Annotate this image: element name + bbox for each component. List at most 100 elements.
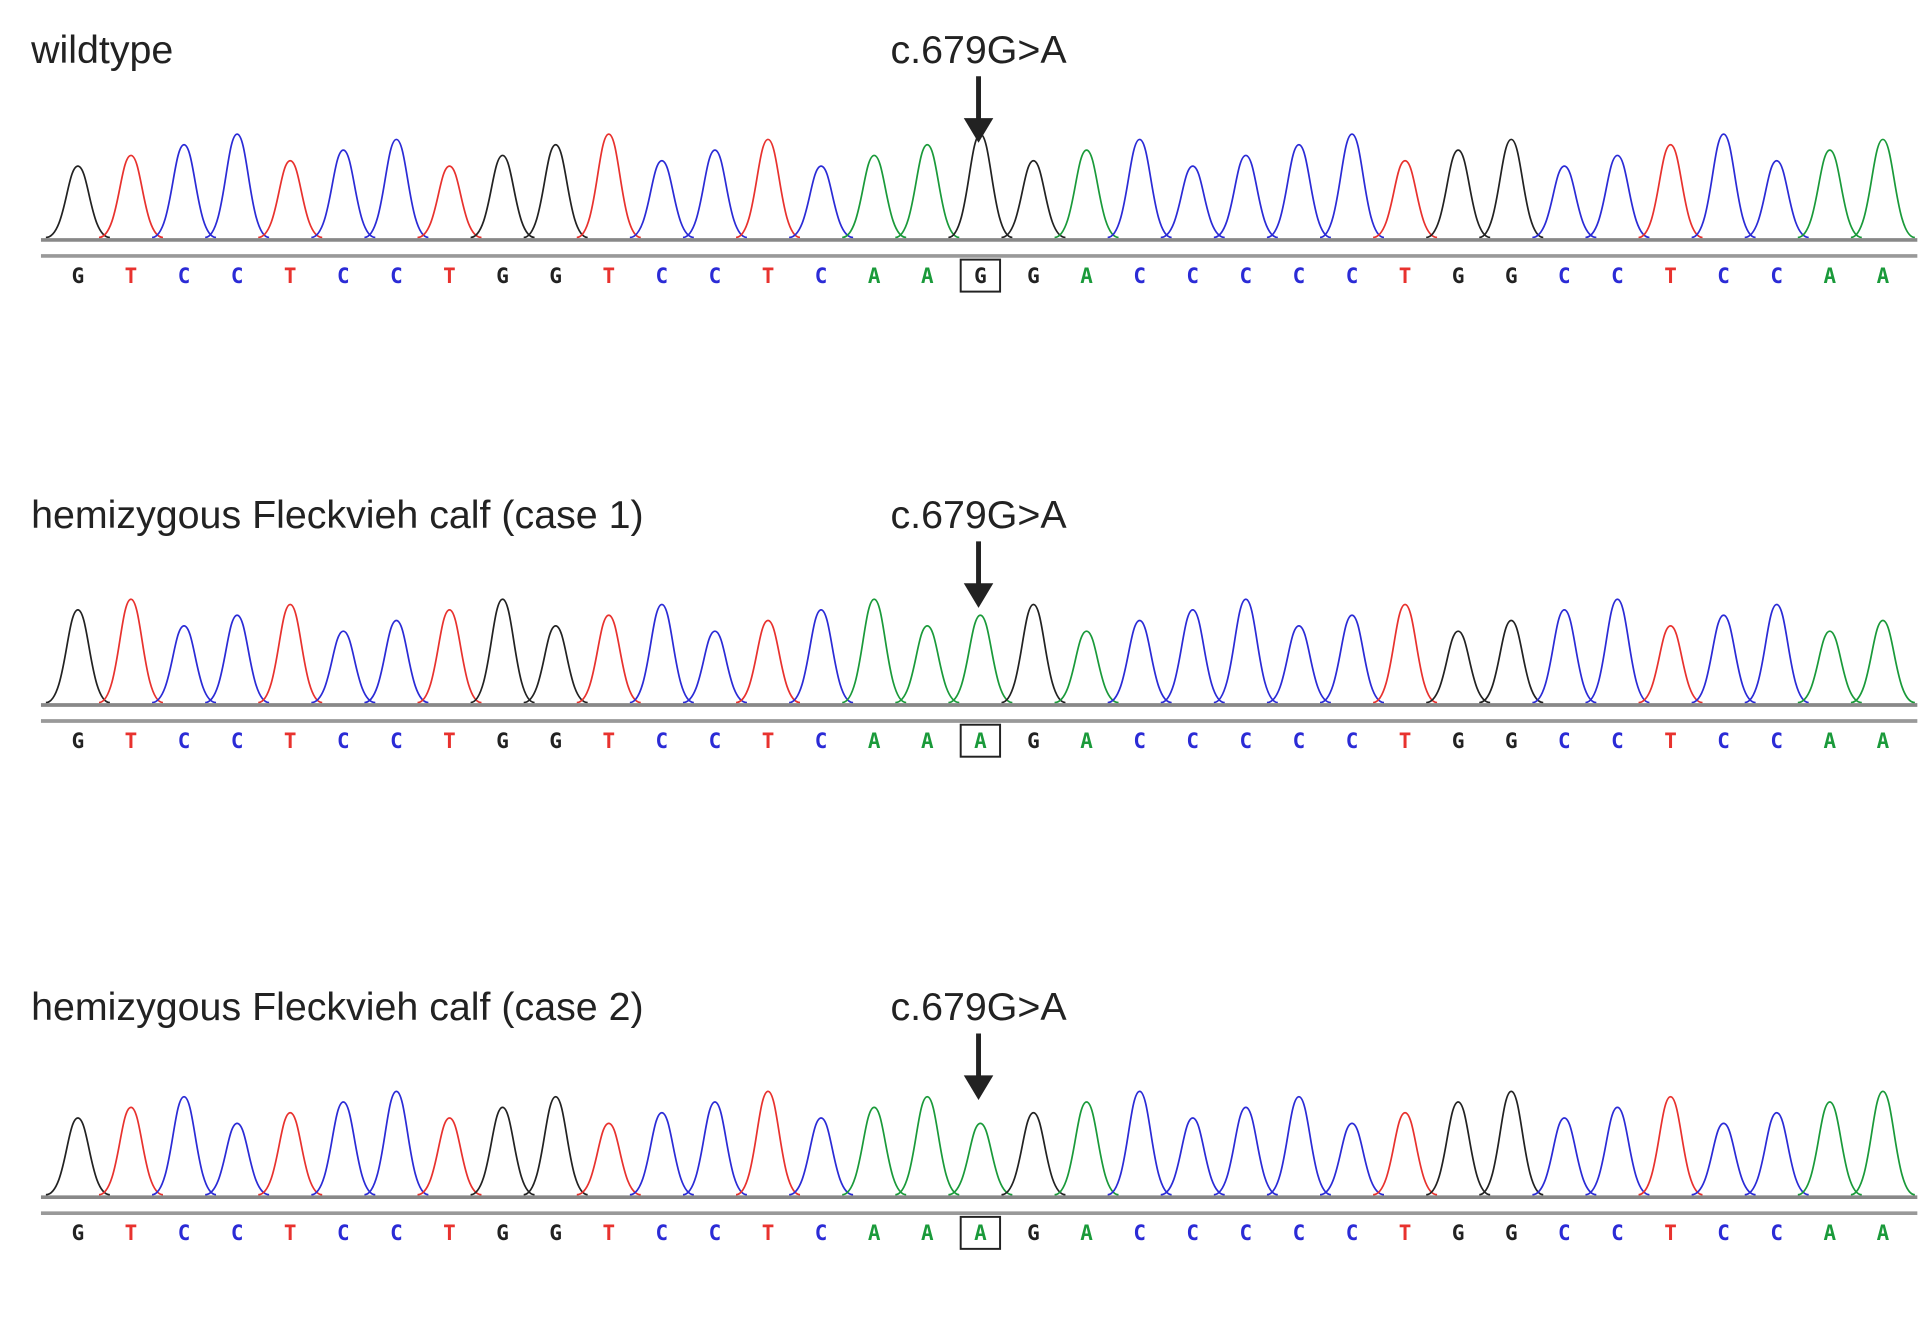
trace-peak [1266,625,1332,704]
trace-peak [735,619,801,704]
trace-peak [1797,1101,1863,1196]
trace-peak [364,1090,429,1196]
trace-peak [895,143,960,239]
trace-peak [788,165,854,239]
base-call: G [1452,729,1465,753]
trace-peak [1213,1106,1279,1196]
trace-peak [1266,1095,1332,1196]
trace-peak [151,625,217,704]
trace-peak [45,1117,111,1196]
base-call: C [1770,1221,1783,1245]
base-call: T [125,264,138,288]
base-call: G [1505,729,1518,753]
trace-peak [1797,149,1863,239]
base-call: C [1186,1221,1199,1245]
base-call: C [1293,264,1306,288]
base-call: T [1664,264,1677,288]
trace-peak [311,1101,376,1196]
base-call: C [231,729,244,753]
base-call: C [1240,1221,1253,1245]
base-call: C [1611,729,1624,753]
base-call: A [1877,1221,1890,1245]
trace-peak [948,614,1013,704]
trace-peak [576,133,642,239]
base-call: G [496,1221,509,1245]
trace-peak [257,1111,323,1196]
base-call: G [1505,264,1518,288]
trace-peak [1744,603,1809,704]
base-call: C [1558,264,1571,288]
base-call: T [443,1221,456,1245]
base-call: T [1399,729,1412,753]
base-call: G [496,729,509,753]
base-call: T [1399,264,1412,288]
trace-peak [788,609,854,704]
trace-peak [1425,630,1491,704]
base-call: A [1824,729,1837,753]
trace-peak [948,133,1013,239]
trace-peak [735,138,801,239]
base-call: A [1080,264,1093,288]
base-call: C [1133,264,1146,288]
trace-peak [1478,1090,1544,1196]
base-call: G [1027,264,1040,288]
trace-peak [1638,143,1703,239]
base-call: A [974,729,987,753]
trace-peak [1054,149,1119,239]
base-call: T [125,1221,138,1245]
base-call: G [496,264,509,288]
base-call: C [231,264,244,288]
trace-peak [629,159,695,239]
base-call: C [1611,1221,1624,1245]
trace-peak [1479,619,1544,704]
base-call: C [390,1221,403,1245]
trace-peak [364,619,429,704]
base-call: C [1558,729,1571,753]
arrow-head [963,118,994,143]
base-call: T [284,1221,297,1245]
base-call: G [549,1221,562,1245]
trace-peak [1160,609,1225,704]
trace-peak [1266,143,1332,239]
trace-peak [1532,165,1597,239]
base-call: C [1186,264,1199,288]
trace-peak [98,598,164,704]
trace-peak [417,1117,482,1196]
base-call: C [390,729,403,753]
base-call: G [1027,729,1040,753]
trace-peak [1001,603,1066,704]
base-call: A [868,729,881,753]
base-call: T [284,729,297,753]
arrow-head [963,1075,994,1100]
trace-peak [1107,1090,1172,1196]
trace-peak [204,133,270,239]
base-call: C [1770,729,1783,753]
trace-peak [364,138,429,239]
base-call: C [178,264,191,288]
base-call: A [921,1221,934,1245]
trace-peak [895,1095,960,1196]
base-call: C [1293,729,1306,753]
trace-peak [1319,133,1385,239]
trace-peak [682,149,748,239]
base-call: T [1664,1221,1677,1245]
base-call: T [1399,1221,1412,1245]
trace-peak [523,625,588,704]
base-call: C [1346,1221,1359,1245]
trace-peak [841,598,907,704]
base-call: C [1558,1221,1571,1245]
trace-peak [470,598,535,704]
base-call: T [762,729,775,753]
base-call: A [1824,264,1837,288]
base-call: C [337,264,350,288]
trace-peak [1319,1122,1385,1196]
trace-peak [1532,1117,1597,1196]
base-call: A [1877,264,1890,288]
base-call: C [337,729,350,753]
trace-peak [1638,1095,1703,1196]
trace-peak [841,154,907,239]
base-call: G [1452,264,1465,288]
base-call: A [1080,729,1093,753]
base-call: A [921,729,934,753]
trace-peak [682,1101,748,1196]
